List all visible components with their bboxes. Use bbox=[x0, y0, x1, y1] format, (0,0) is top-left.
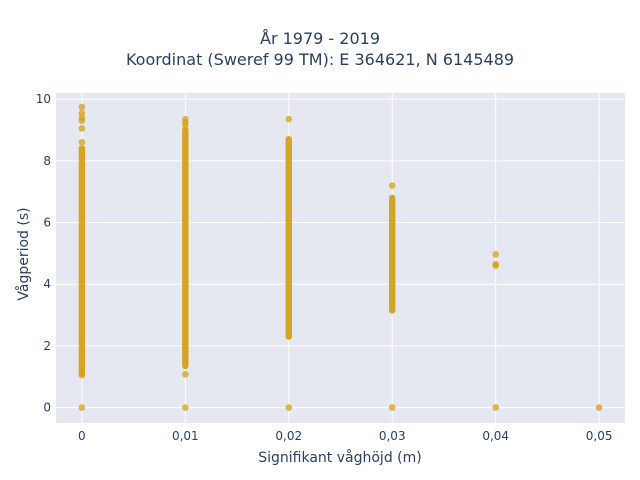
dense-point-band bbox=[78, 145, 86, 377]
data-point bbox=[78, 139, 86, 146]
chart-title-line-2: Koordinat (Sweref 99 TM): E 364621, N 61… bbox=[125, 50, 515, 69]
data-point bbox=[285, 404, 293, 411]
y-tick-label: 10 bbox=[36, 92, 51, 106]
data-point bbox=[492, 260, 499, 268]
y-tick-labels: 0 2 4 6 8 10 bbox=[36, 92, 51, 414]
y-axis-label: Vågperiod (s) bbox=[15, 207, 32, 300]
x-tick-label: 0,03 bbox=[379, 429, 406, 443]
x-axis-label: Signifikant våghöjd (m) bbox=[258, 449, 421, 466]
x-tick-label: 0,02 bbox=[275, 429, 302, 443]
data-point bbox=[78, 103, 86, 111]
dense-point-band bbox=[182, 126, 189, 370]
x-tick-label: 0,01 bbox=[172, 429, 199, 443]
x-tick-label: 0,05 bbox=[586, 429, 613, 443]
data-point bbox=[285, 115, 293, 123]
data-point bbox=[78, 109, 86, 117]
data-point bbox=[388, 182, 396, 189]
data-point bbox=[78, 371, 86, 379]
data-points bbox=[78, 103, 603, 411]
chart-title-line-1: År 1979 - 2019 bbox=[260, 29, 380, 48]
data-point bbox=[182, 404, 189, 411]
dense-point-band bbox=[389, 194, 396, 314]
y-tick-label: 4 bbox=[43, 277, 51, 291]
plot-area bbox=[56, 93, 625, 423]
dense-point-band bbox=[285, 136, 292, 340]
y-tick-label: 8 bbox=[43, 154, 51, 168]
data-point bbox=[492, 404, 499, 411]
data-point bbox=[78, 114, 86, 121]
data-point bbox=[492, 250, 499, 258]
y-tick-label: 0 bbox=[43, 401, 51, 415]
data-point bbox=[182, 115, 189, 123]
data-point bbox=[182, 370, 189, 378]
x-tick-labels: 0 0,01 0,02 0,03 0,04 0,05 bbox=[78, 429, 612, 443]
y-tick-label: 6 bbox=[43, 216, 51, 230]
data-point bbox=[388, 404, 396, 411]
x-tick-label: 0,04 bbox=[482, 429, 509, 443]
y-tick-label: 2 bbox=[43, 339, 51, 353]
data-point bbox=[595, 404, 603, 411]
data-point bbox=[78, 404, 86, 411]
y-gridlines bbox=[56, 98, 625, 409]
data-point bbox=[78, 125, 86, 132]
x-tick-label: 0 bbox=[78, 429, 86, 443]
